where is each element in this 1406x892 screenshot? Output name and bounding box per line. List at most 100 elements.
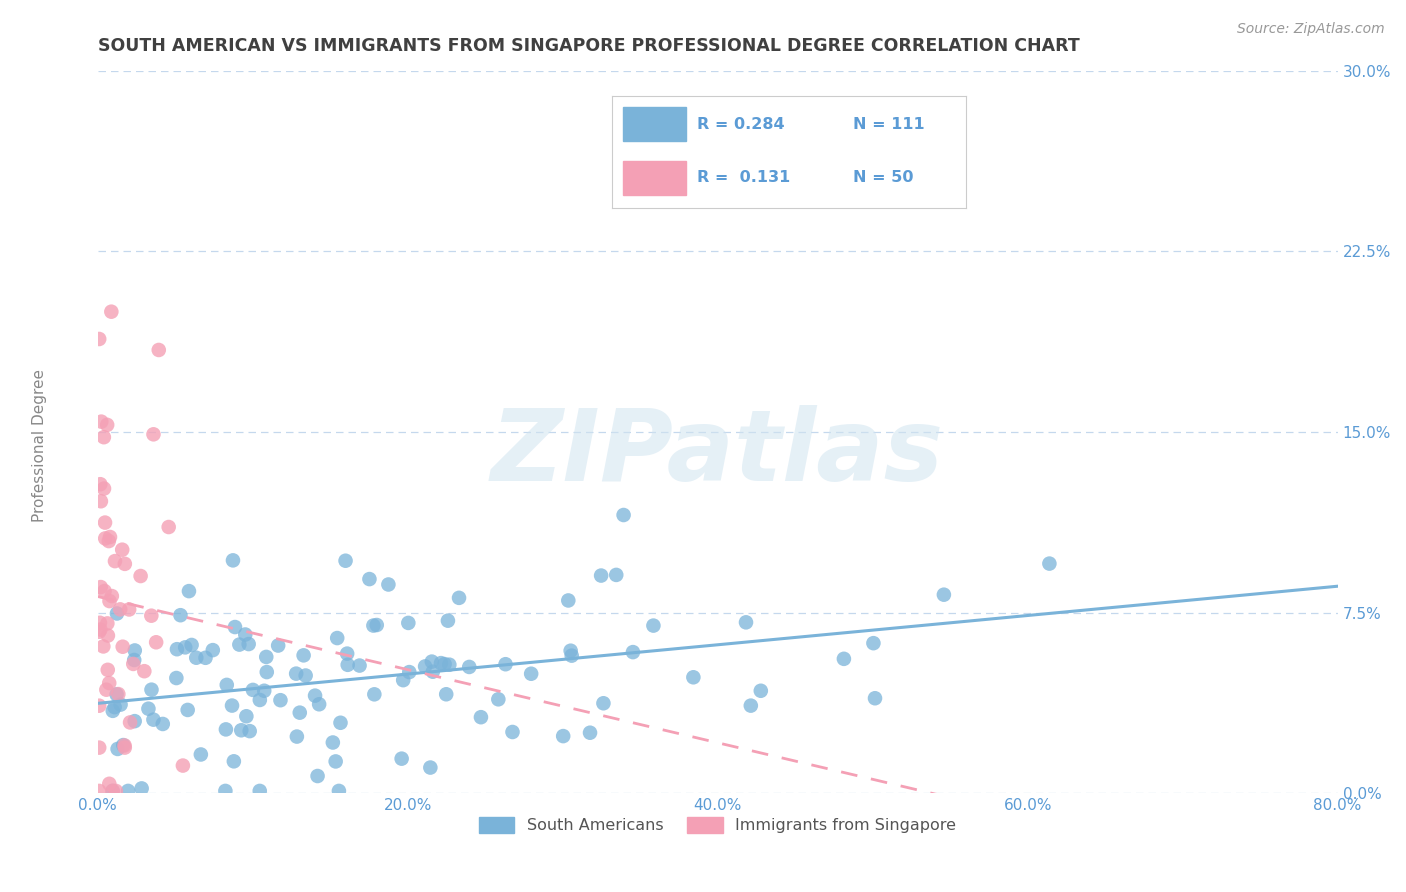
South Americans [228, 638, 250, 652]
South Americans [398, 665, 420, 679]
South Americans [101, 784, 124, 798]
South Americans [326, 631, 349, 645]
Immigrants from Singapore [120, 715, 142, 730]
South Americans [285, 666, 308, 681]
Immigrants from Singapore [145, 635, 167, 649]
South Americans [215, 678, 238, 692]
South Americans [107, 742, 129, 756]
South Americans [420, 655, 443, 669]
South Americans [749, 683, 772, 698]
South Americans [419, 760, 441, 774]
Immigrants from Singapore [104, 784, 127, 798]
Immigrants from Singapore [89, 332, 111, 346]
South Americans [142, 713, 165, 727]
Immigrants from Singapore [141, 608, 163, 623]
South Americans [124, 714, 146, 728]
South Americans [613, 508, 636, 522]
South Americans [308, 698, 330, 712]
Immigrants from Singapore [98, 676, 121, 690]
South Americans [862, 636, 884, 650]
South Americans [557, 593, 579, 607]
Immigrants from Singapore [91, 640, 114, 654]
South Americans [553, 729, 575, 743]
South Americans [458, 660, 481, 674]
South Americans [104, 700, 127, 714]
Immigrants from Singapore [90, 415, 112, 429]
South Americans [391, 752, 413, 766]
Immigrants from Singapore [101, 784, 124, 798]
Text: Professional Degree: Professional Degree [32, 369, 46, 523]
South Americans [101, 704, 124, 718]
South Americans [363, 618, 385, 632]
South Americans [363, 687, 385, 701]
Immigrants from Singapore [90, 580, 112, 594]
Immigrants from Singapore [89, 698, 111, 713]
South Americans [231, 723, 253, 738]
South Americans [520, 666, 543, 681]
Immigrants from Singapore [89, 784, 111, 798]
Immigrants from Singapore [98, 594, 121, 608]
South Americans [592, 696, 614, 710]
South Americans [643, 618, 665, 632]
South Americans [141, 682, 163, 697]
South Americans [180, 638, 202, 652]
South Americans [392, 673, 415, 687]
South Americans [222, 553, 245, 567]
South Americans [336, 657, 359, 672]
South Americans [328, 784, 350, 798]
South Americans [325, 755, 347, 769]
South Americans [238, 637, 260, 651]
South Americans [176, 703, 198, 717]
Immigrants from Singapore [114, 739, 136, 753]
South Americans [470, 710, 492, 724]
South Americans [285, 730, 308, 744]
Immigrants from Singapore [134, 664, 156, 678]
Immigrants from Singapore [89, 740, 111, 755]
Immigrants from Singapore [93, 482, 115, 496]
Legend: South Americans, Immigrants from Singapore: South Americans, Immigrants from Singapo… [472, 810, 963, 839]
Immigrants from Singapore [104, 554, 127, 568]
South Americans [222, 754, 245, 768]
South Americans [433, 657, 456, 672]
South Americans [117, 784, 139, 798]
South Americans [174, 640, 197, 655]
Immigrants from Singapore [129, 569, 152, 583]
South Americans [122, 653, 145, 667]
Immigrants from Singapore [97, 534, 120, 549]
South Americans [166, 642, 188, 657]
South Americans [294, 668, 316, 682]
South Americans [253, 683, 276, 698]
South Americans [1038, 557, 1060, 571]
South Americans [329, 715, 352, 730]
South Americans [233, 627, 256, 641]
South Americans [256, 665, 278, 679]
Immigrants from Singapore [93, 584, 115, 599]
South Americans [186, 650, 208, 665]
South Americans [239, 724, 262, 739]
South Americans [292, 648, 315, 663]
South Americans [304, 689, 326, 703]
South Americans [138, 702, 160, 716]
South Americans [201, 643, 224, 657]
South Americans [591, 568, 613, 582]
South Americans [439, 657, 461, 672]
South Americans [307, 769, 329, 783]
South Americans [682, 670, 704, 684]
South Americans [621, 645, 644, 659]
South Americans [249, 693, 271, 707]
Immigrants from Singapore [93, 430, 115, 444]
Immigrants from Singapore [96, 682, 118, 697]
South Americans [224, 620, 246, 634]
Immigrants from Singapore [114, 740, 136, 755]
South Americans [349, 658, 371, 673]
South Americans [112, 738, 135, 752]
South Americans [214, 784, 236, 798]
South Americans [194, 650, 217, 665]
South Americans [561, 648, 583, 663]
South Americans [932, 588, 955, 602]
South Americans [579, 725, 602, 739]
South Americans [377, 577, 399, 591]
Immigrants from Singapore [89, 477, 111, 491]
South Americans [249, 784, 271, 798]
South Americans [288, 706, 311, 720]
